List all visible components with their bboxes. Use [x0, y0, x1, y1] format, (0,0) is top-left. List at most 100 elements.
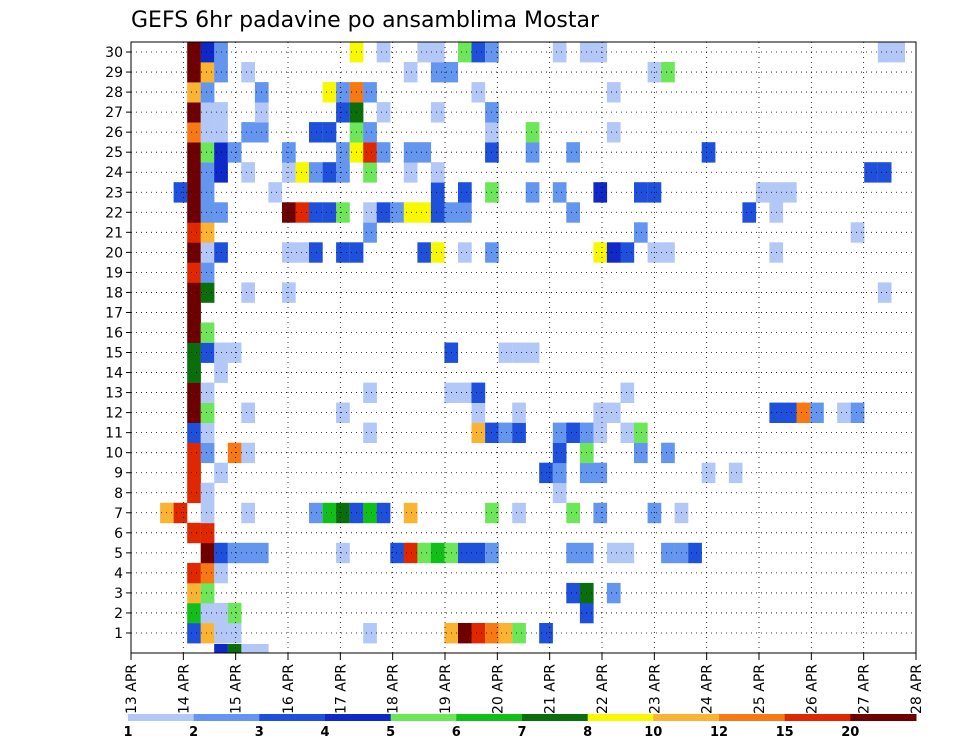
heatmap-cell: [187, 42, 201, 63]
heatmap-cell: [187, 522, 201, 544]
heatmap-cell: [336, 502, 350, 524]
y-tick-label: 11: [105, 426, 123, 442]
heatmap-cell: [322, 502, 337, 524]
heatmap-cell: [241, 282, 255, 303]
heatmap-cell: [417, 542, 432, 564]
colorbar-swatch: [325, 714, 392, 721]
colorbar-swatch: [653, 714, 720, 721]
heatmap-cell: [661, 542, 675, 564]
heatmap-cell: [309, 162, 323, 183]
heatmap-cell: [430, 42, 445, 63]
heatmap-cell: [227, 142, 242, 163]
heatmap-cell: [200, 142, 215, 163]
y-tick-label: 23: [105, 185, 123, 201]
y-tick-label: 13: [105, 386, 123, 402]
heatmap-cell: [430, 102, 445, 123]
colorbar-tick-label: 8: [583, 725, 592, 740]
heatmap-cell: [417, 42, 432, 63]
heatmap-cell: [458, 182, 472, 203]
heatmap-cell: [336, 102, 350, 123]
heatmap-cell: [403, 62, 418, 83]
heatmap-cell: [187, 182, 201, 203]
heatmap-cell: [336, 542, 350, 564]
heatmap-cell: [200, 102, 215, 123]
heatmap-cell: [200, 242, 215, 263]
heatmap-cell: [498, 422, 513, 443]
heatmap-cell: [430, 162, 445, 183]
x-axis: 13 APR 14 APR 15 APR 16 APR 17 APR 18 APR 19 A…: [124, 653, 925, 714]
y-tick-label: 16: [105, 325, 123, 341]
heatmap-cell: [363, 222, 377, 243]
heatmap-cell: [363, 422, 377, 443]
heatmap-cell: [566, 202, 580, 223]
heatmap-cell: [187, 562, 201, 584]
heatmap-cell: [187, 222, 201, 243]
heatmap-cell: [525, 342, 540, 363]
heatmap-cell: [363, 162, 377, 183]
heatmap-cell: [891, 42, 905, 63]
heatmap-cell: [227, 602, 242, 624]
heatmap-cell: [620, 422, 635, 443]
heatmap-cell: [525, 182, 540, 203]
heatmap-cell: [376, 42, 391, 63]
colorbar-tick-label: 1: [123, 725, 132, 740]
heatmap-cell: [566, 142, 580, 163]
heatmap-cell: [376, 102, 391, 123]
heatmap-cell: [241, 644, 255, 653]
heatmap-cell: [552, 182, 567, 203]
heatmap-cell: [742, 202, 757, 223]
heatmap-cell: [227, 644, 242, 653]
heatmap-cell: [606, 122, 621, 143]
heatmap-cell: [403, 542, 418, 564]
heatmap-cell: [471, 82, 486, 103]
y-tick-label: 10: [105, 446, 123, 462]
heatmap-cell: [336, 202, 350, 223]
heatmap-cell: [566, 582, 580, 604]
heatmap-cell: [552, 422, 567, 443]
heatmap-cell: [850, 402, 865, 423]
heatmap-cell: [593, 502, 608, 524]
heatmap-cell: [620, 382, 635, 403]
heatmap-cell: [227, 342, 242, 363]
heatmap-cell: [417, 242, 432, 263]
heatmap-cell: [755, 182, 770, 203]
heatmap-cell: [471, 42, 486, 63]
heatmap-cell: [336, 82, 350, 103]
heatmap-cell: [701, 462, 716, 484]
heatmap-cell: [187, 122, 201, 143]
colorbar-tick-label: 10: [644, 725, 662, 740]
heatmap-cell: [458, 242, 472, 263]
heatmap-cell: [241, 162, 255, 183]
y-tick-label: 22: [105, 205, 123, 221]
y-tick-label: 30: [105, 45, 123, 61]
heatmap-cell: [187, 202, 201, 223]
heatmap-cell: [187, 442, 201, 464]
heatmap-cell: [282, 242, 296, 263]
heatmap-cell: [200, 162, 215, 183]
heatmap-cell: [417, 142, 432, 163]
heatmap-cell: [458, 542, 472, 564]
x-tick-label: 13 APR: [124, 664, 140, 714]
heatmap-cell: [336, 162, 350, 183]
colorbar-tick-label: 12: [710, 725, 728, 740]
heatmap-cell: [552, 42, 567, 63]
heatmap-cell: [200, 502, 215, 524]
heatmap-cell: [566, 422, 580, 443]
heatmap-cell: [200, 542, 215, 564]
heatmap-cell: [376, 202, 391, 223]
heatmap-cell: [593, 402, 608, 423]
heatmap-cell: [376, 142, 391, 163]
y-tick-label: 19: [105, 265, 123, 281]
colorbar-tick-label: 2: [189, 725, 198, 740]
heatmap-cell: [403, 162, 418, 183]
heatmap-cell: [322, 82, 337, 103]
heatmap-cell: [241, 402, 255, 423]
y-tick-label: 1: [114, 626, 123, 642]
heatmap-cell: [309, 202, 323, 223]
heatmap-cell: [877, 282, 892, 303]
colorbar-tick-label: 4: [320, 725, 329, 740]
heatmap-cell: [471, 382, 486, 403]
y-tick-label: 24: [105, 165, 123, 181]
heatmap-cell: [458, 623, 472, 644]
heatmap-cell: [268, 182, 283, 203]
